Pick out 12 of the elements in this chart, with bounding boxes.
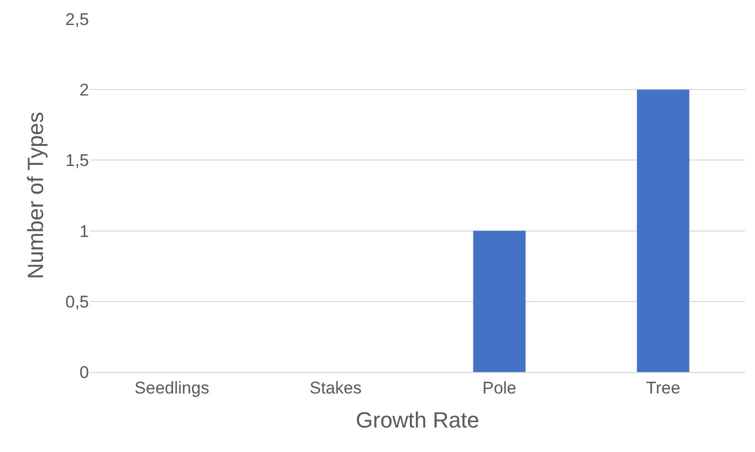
x-axis-title: Growth Rate: [356, 407, 480, 432]
y-tick-label: 2,5: [65, 10, 89, 29]
y-tick-label: 0,5: [65, 292, 89, 312]
x-tick-label: Pole: [482, 378, 516, 398]
y-axis-title: Number of Types: [23, 112, 48, 280]
y-tick-label: 1: [80, 222, 89, 241]
x-tick-label: Stakes: [310, 378, 362, 398]
x-tick-label: Seedlings: [134, 378, 210, 398]
y-tick-label: 0: [80, 362, 89, 382]
x-tick-label: Tree: [646, 378, 680, 398]
y-tick-label: 2: [80, 80, 89, 100]
y-tick-label: 1,5: [65, 151, 89, 170]
